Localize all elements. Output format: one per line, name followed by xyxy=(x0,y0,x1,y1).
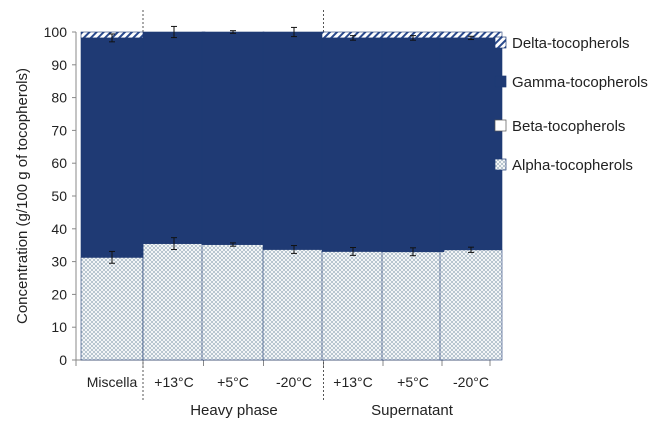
bar-segment-gamma-tocopherols xyxy=(142,31,206,244)
bar-segment-alpha-tocopherols xyxy=(262,249,326,361)
bar-segment-gamma-tocopherols xyxy=(201,31,265,245)
bar-segment-alpha-tocopherols xyxy=(321,251,385,361)
y-tick-label: 10 xyxy=(51,319,67,335)
bar-segment-alpha-tocopherols xyxy=(381,251,445,361)
y-tick-label: 60 xyxy=(51,155,67,171)
bar-segment-gamma-tocopherols xyxy=(80,37,144,258)
group-label: Heavy phase xyxy=(190,402,278,419)
bar-segment-alpha-tocopherols xyxy=(439,249,503,361)
bars xyxy=(80,25,503,361)
y-tick-label: 100 xyxy=(44,24,68,40)
bar-segment-gamma-tocopherols xyxy=(381,37,445,253)
legend-swatch xyxy=(494,119,507,132)
x-tick-label: +5°C xyxy=(397,374,429,390)
bar-segment-gamma-tocopherols xyxy=(262,31,326,250)
x-tick-label: +5°C xyxy=(217,374,249,390)
y-tick-label: 0 xyxy=(59,352,67,368)
bar-segment-alpha-tocopherols xyxy=(201,244,265,361)
x-tick-label: +13°C xyxy=(154,374,193,390)
y-tick-label: 40 xyxy=(51,221,67,237)
y-tick-label: 50 xyxy=(51,188,67,204)
legend-label: Gamma-tocopherols xyxy=(512,74,648,91)
x-tick-label: -20°C xyxy=(276,374,312,390)
legend-swatch xyxy=(494,75,507,88)
legend-label: Delta-tocopherols xyxy=(512,35,630,52)
x-tick-label: -20°C xyxy=(453,374,489,390)
bar-segment-alpha-tocopherols xyxy=(142,243,206,361)
legend-swatch xyxy=(494,158,507,171)
legend-label: Alpha-tocopherols xyxy=(512,157,633,174)
y-tick-label: 80 xyxy=(51,90,67,106)
bar-segment-gamma-tocopherols xyxy=(439,37,503,251)
y-tick-label: 20 xyxy=(51,286,67,302)
legend: Delta-tocopherols Gamma-tocopherols Beta-t… xyxy=(494,35,648,174)
x-tick-label: Miscella xyxy=(87,374,138,390)
y-axis-label: Concentration (g/100 g of tocopherols) xyxy=(14,68,31,324)
bar-segment-alpha-tocopherols xyxy=(80,257,144,361)
bar-segment-gamma-tocopherols xyxy=(321,37,385,252)
labels: Miscella +13°C +5°C -20°C +13°C +5°C -20°C Heav… xyxy=(87,374,489,419)
legend-label: Beta-tocopherols xyxy=(512,118,625,135)
y-tick-label: 70 xyxy=(51,122,67,138)
legend-swatch xyxy=(494,36,507,49)
y-tick-label: 30 xyxy=(51,254,67,270)
y-tick-label: 90 xyxy=(51,57,67,73)
x-tick-label: +13°C xyxy=(333,374,372,390)
group-label: Supernatant xyxy=(371,402,454,419)
